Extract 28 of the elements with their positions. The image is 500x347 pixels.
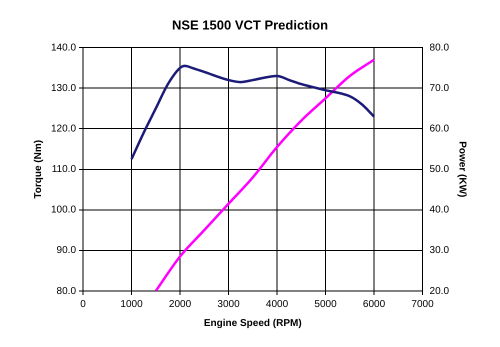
y-tick-label: 100.0	[50, 204, 76, 216]
y2-axis-title: Power (KW)	[456, 141, 468, 198]
x-tick-label: 4000	[266, 298, 289, 310]
y2-tick-label: 80.0	[430, 42, 450, 54]
x-tick-label: 2000	[168, 298, 192, 310]
y2-tick-label: 50.0	[430, 164, 450, 176]
line-series	[154, 58, 376, 291]
y2-tick-label: 20.0	[430, 286, 450, 297]
x-tick-label: 0	[80, 298, 86, 310]
x-tick-label: 5000	[314, 298, 338, 310]
y-tick-label: 130.0	[50, 82, 76, 94]
y2-tick-label: 30.0	[430, 245, 450, 256]
line-series	[130, 64, 376, 160]
y-tick-label: 80.0	[56, 286, 76, 297]
y-tick-label: 120.0	[50, 123, 76, 134]
y-tick-label: 90.0	[56, 245, 76, 256]
chart-title: NSE 1500 VCT Prediction	[172, 17, 328, 32]
x-tick-label: 6000	[362, 298, 386, 310]
x-axis-title: Engine Speed (RPM)	[204, 318, 302, 329]
x-tick-label: 1000	[120, 298, 144, 310]
y-tick-label: 110.0	[52, 164, 76, 176]
y2-tick-label: 40.0	[430, 204, 450, 216]
y2-tick-label: 60.0	[430, 123, 450, 134]
y-tick-label: 140.0	[50, 42, 76, 54]
y-axis-title: Torque (Nm)	[32, 140, 44, 199]
x-tick-label: 3000	[217, 298, 240, 310]
y2-tick-label: 70.0	[430, 82, 450, 94]
x-tick-label: 7000	[411, 298, 434, 310]
